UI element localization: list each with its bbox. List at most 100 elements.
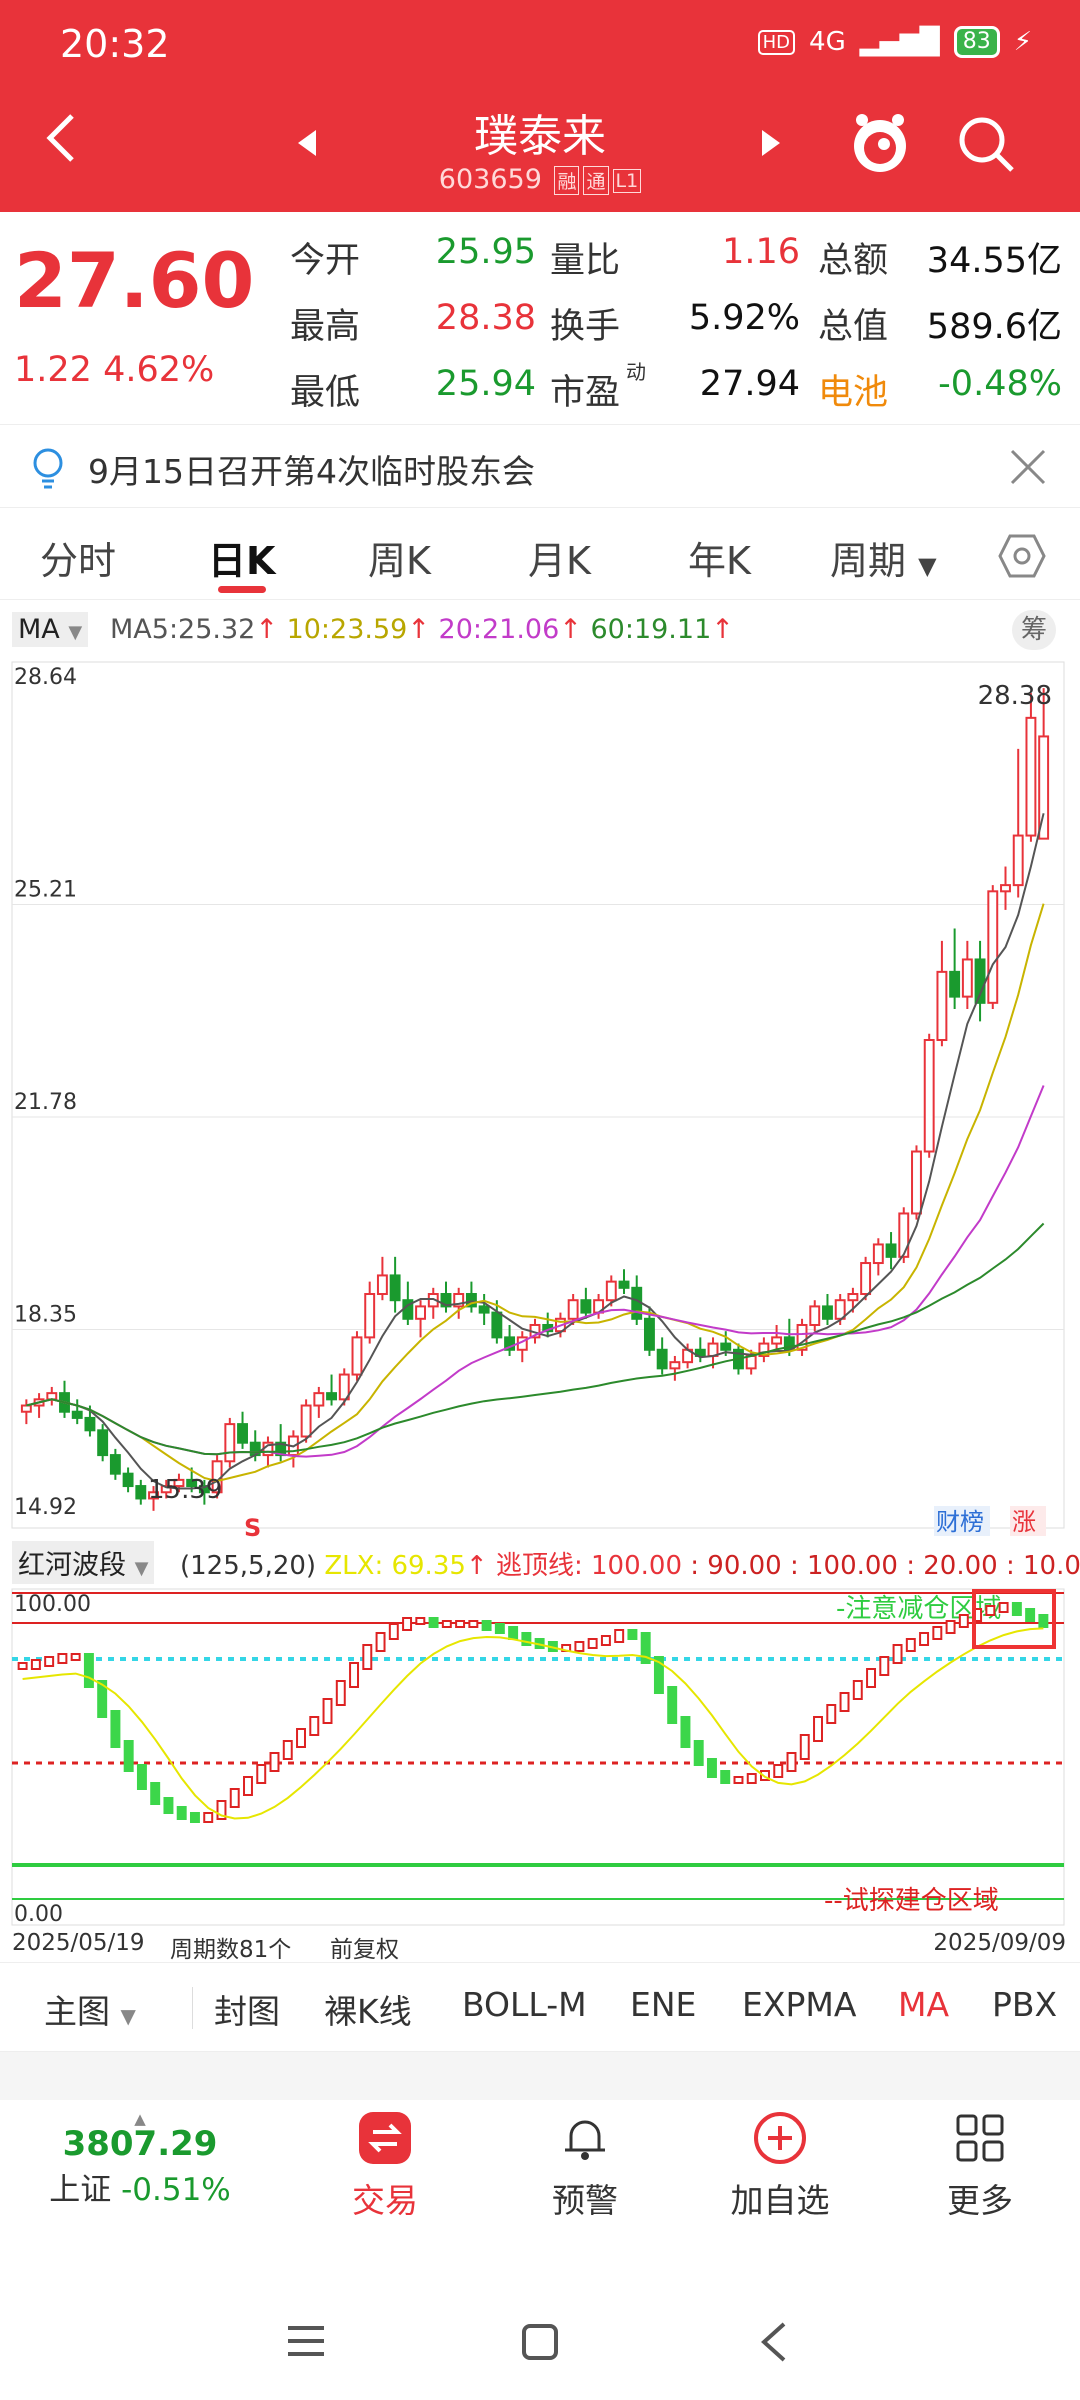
indicator-bar [879, 1656, 890, 1676]
level-values: : 90.00 : 100.00 : 20.00 : 10.00 [690, 1551, 1080, 1581]
indicator-bar [415, 1617, 426, 1625]
close-icon[interactable] [1008, 447, 1048, 487]
build-zone-label: --试探建仓区域 [824, 1886, 999, 1916]
indicator-bar [441, 1620, 452, 1628]
tab-intraday[interactable]: 分时 [40, 539, 117, 583]
candlestick-chart[interactable]: 28.64 25.21 21.78 18.35 14.92 28.38 15.39 S 财榜涨 [0, 660, 1080, 1540]
candle-body [745, 1354, 757, 1370]
margin-tag: 融 [554, 166, 580, 195]
indicator-bar [508, 1626, 519, 1640]
candle-body [465, 1293, 477, 1308]
y-axis-label: 21.78 [14, 1090, 77, 1115]
tab-seal-chart[interactable]: 封图 [214, 1992, 280, 2031]
index-widget[interactable]: ▲ 3807.29 上证 -0.51% [40, 2110, 240, 2209]
indicator-bar [799, 1734, 810, 1760]
stock-code: 603659 [438, 164, 542, 195]
chip-distribution-button[interactable]: 筹 [1012, 610, 1056, 650]
indicator-bar [203, 1812, 214, 1823]
indicator-bar [826, 1704, 837, 1724]
candle-body [771, 1336, 783, 1345]
tab-expma[interactable]: EXPMA [742, 1985, 857, 2024]
prev-stock-button[interactable] [296, 128, 320, 162]
caret-down-icon: ▼ [918, 552, 937, 580]
candle-body [783, 1336, 795, 1351]
next-stock-button[interactable] [758, 128, 782, 162]
candle-body [567, 1299, 579, 1320]
indicator-bar [813, 1716, 823, 1742]
back-nav-icon[interactable] [756, 2320, 792, 2364]
quote-label: 总值 [818, 307, 889, 347]
ma5-value: MA5:25.32 [110, 614, 256, 645]
candle-body [720, 1342, 732, 1351]
nav-more[interactable]: 更多 [880, 2110, 1080, 2222]
quote-value: -0.48% [938, 364, 1062, 404]
indicator-bar [269, 1752, 280, 1772]
notice-bar[interactable]: 9月15日召开第4次临时股东会 [0, 424, 1080, 508]
candle-body [911, 1150, 922, 1215]
system-nav-bar [0, 2280, 1080, 2400]
quote-value: 25.95 [435, 232, 536, 272]
candle-body [453, 1293, 465, 1308]
candle-body [148, 1491, 159, 1500]
charging-icon: ⚡ [1013, 27, 1032, 57]
indicator-bar [335, 1680, 346, 1706]
search-button[interactable] [954, 112, 1020, 178]
candle-body [440, 1293, 452, 1308]
nav-more-label: 更多 [947, 2181, 1013, 2220]
indicator-bar [362, 1644, 373, 1670]
nav-add-watchlist[interactable]: 加自选 [680, 2110, 880, 2222]
nav-alert-label: 预警 [552, 2181, 618, 2220]
candle-body [109, 1454, 121, 1475]
finance-badge: 财榜 [936, 1508, 984, 1536]
indicator-bar [667, 1686, 678, 1724]
indicator-chart[interactable]: 100.000.00-注意减仓区域--试探建仓区域 [0, 1587, 1080, 1927]
menu-icon[interactable] [286, 2324, 326, 2358]
candle-body [923, 1039, 935, 1153]
indicator-bar [866, 1668, 877, 1688]
quote-value: 5.92% [688, 298, 800, 338]
y-axis-label: 14.92 [14, 1495, 77, 1520]
nav-add-label: 加自选 [730, 2181, 830, 2220]
tab-yearly[interactable]: 年K [688, 539, 751, 583]
tab-pbx[interactable]: PBX [992, 1985, 1058, 2024]
status-time: 20:32 [60, 22, 170, 66]
chart-type-tabs: 主图 ▼ 封图 裸K线 BOLL-M ENE EXPMA MA PBX [0, 1962, 1080, 2052]
tab-bare-k[interactable]: 裸K线 [324, 1992, 412, 2031]
ma-line [26, 903, 1045, 1483]
mascot-button[interactable] [848, 110, 912, 178]
indicator-params: (125,5,20) [180, 1551, 317, 1581]
tab-monthly[interactable]: 月K [528, 539, 591, 583]
indicator-bar [998, 1602, 1009, 1613]
tab-ma[interactable]: MA [898, 1985, 950, 2024]
badge-bg [1010, 1506, 1046, 1536]
indicator-bar [309, 1716, 320, 1736]
main-chart-selector[interactable]: 主图 ▼ [44, 1985, 136, 2033]
tab-period[interactable]: 周期 ▼ [830, 530, 937, 585]
y-axis-label: 28.64 [14, 665, 77, 690]
ma-selector[interactable]: MA ▼ [12, 612, 89, 647]
nav-trade[interactable]: 交易 [285, 2110, 485, 2222]
candle-body [580, 1299, 592, 1314]
period-tabs: 分时 日K 周K 月K 年K 周期 ▼ [0, 508, 1080, 600]
tab-boll[interactable]: BOLL-M [462, 1985, 587, 2024]
indicator-selector[interactable]: 红河波段 ▼ [12, 1541, 155, 1584]
level-tag: L1 [612, 168, 642, 193]
indicator-bar [614, 1629, 625, 1643]
tab-weekly[interactable]: 周K [368, 539, 431, 583]
pe-dynamic-mark: 动 [626, 360, 646, 384]
chart-frame [11, 661, 1065, 1529]
indicator-bar [229, 1788, 240, 1808]
indicator-bar [243, 1776, 253, 1796]
home-icon[interactable] [520, 2322, 560, 2362]
high-price-label: 28.38 [978, 681, 1052, 711]
nav-trade-label: 交易 [352, 2181, 418, 2220]
caret-down-icon: ▼ [120, 2004, 136, 2028]
tab-ene[interactable]: ENE [630, 1985, 697, 2024]
tab-daily[interactable]: 日K [208, 539, 276, 583]
nav-alert[interactable]: 预警 [485, 2110, 685, 2222]
indicator-bar [322, 1698, 333, 1724]
candle-body [122, 1472, 134, 1488]
settings-hexagon-icon[interactable] [998, 532, 1046, 580]
back-button[interactable] [38, 108, 88, 168]
search-icon [959, 117, 1014, 172]
